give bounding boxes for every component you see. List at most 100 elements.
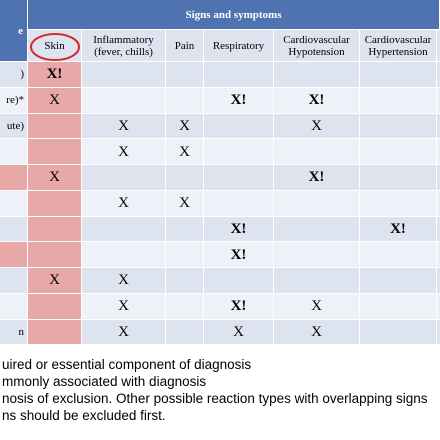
table-cell: X bbox=[28, 165, 82, 191]
table-cell bbox=[28, 216, 82, 243]
table-cell bbox=[82, 165, 166, 191]
table-cell bbox=[437, 268, 440, 294]
table-cell bbox=[360, 319, 437, 346]
footnote: nosis of exclusion. Other possible react… bbox=[2, 391, 428, 406]
row-label: ute) bbox=[0, 113, 28, 140]
table-cell: X! bbox=[274, 87, 360, 114]
table-cell: X bbox=[82, 113, 166, 140]
row-label bbox=[0, 139, 28, 165]
table-cell: X! bbox=[204, 242, 274, 268]
row-label bbox=[0, 268, 28, 294]
table-cell: X bbox=[28, 87, 82, 114]
table-cell bbox=[360, 293, 437, 320]
table-cell bbox=[28, 113, 82, 140]
table-cell bbox=[360, 87, 437, 114]
row-label: ) bbox=[0, 62, 28, 88]
row-label bbox=[0, 165, 28, 191]
table-cell: X! bbox=[274, 165, 360, 191]
row-label: n bbox=[0, 319, 28, 346]
table-cell bbox=[204, 190, 274, 217]
table-cell bbox=[360, 268, 437, 294]
table-cell bbox=[437, 319, 440, 346]
table-cell bbox=[204, 165, 274, 191]
table-cell bbox=[437, 216, 440, 243]
table-cell: X bbox=[82, 293, 166, 320]
table-cell: X bbox=[274, 319, 360, 346]
table-cell bbox=[204, 139, 274, 165]
column-header: Inflammatory (fever, chills) bbox=[82, 30, 166, 62]
table-cell bbox=[204, 62, 274, 88]
table-cell bbox=[204, 268, 274, 294]
table-cell bbox=[166, 242, 204, 268]
group-header: Signs and symptoms bbox=[28, 0, 440, 30]
table-cell: X bbox=[82, 319, 166, 346]
corner-header: e bbox=[0, 0, 28, 62]
table-cell: X bbox=[82, 139, 166, 165]
column-header bbox=[437, 30, 440, 62]
table-cell bbox=[166, 62, 204, 88]
table-cell: X bbox=[204, 319, 274, 346]
footnote: mmonly associated with diagnosis bbox=[2, 374, 207, 389]
table-cell: X bbox=[82, 190, 166, 217]
table-cell bbox=[437, 113, 440, 140]
table-cell bbox=[28, 319, 82, 346]
column-header: Pain bbox=[166, 30, 204, 62]
table-cell bbox=[274, 216, 360, 243]
table-cell: X! bbox=[204, 87, 274, 114]
table-cell bbox=[166, 165, 204, 191]
table-cell bbox=[28, 242, 82, 268]
table-cell bbox=[166, 216, 204, 243]
table-cell: X bbox=[166, 190, 204, 217]
column-header: Cardiovascular Hypertension bbox=[360, 30, 437, 62]
table-cell bbox=[437, 190, 440, 217]
table-cell bbox=[82, 216, 166, 243]
table-cell: X! bbox=[204, 216, 274, 243]
table-cell: X! bbox=[360, 216, 437, 243]
row-label bbox=[0, 242, 28, 268]
column-header: Cardiovascular Hypotension bbox=[274, 30, 360, 62]
table-cell bbox=[274, 139, 360, 165]
table-cell bbox=[437, 293, 440, 320]
table-cell: X bbox=[274, 113, 360, 140]
table-cell bbox=[274, 62, 360, 88]
table-cell bbox=[437, 62, 440, 88]
table-cell bbox=[166, 87, 204, 114]
table-cell: X bbox=[166, 139, 204, 165]
row-label bbox=[0, 216, 28, 243]
table-cell bbox=[360, 190, 437, 217]
table-cell bbox=[82, 62, 166, 88]
table-cell bbox=[437, 139, 440, 165]
column-header: Respiratory bbox=[204, 30, 274, 62]
table-cell bbox=[204, 113, 274, 140]
table-cell bbox=[274, 268, 360, 294]
table-cell bbox=[28, 190, 82, 217]
table-cell: X bbox=[82, 268, 166, 294]
footnote: uired or essential component of diagnosi… bbox=[2, 357, 252, 372]
table-cell: X bbox=[274, 293, 360, 320]
table-cell bbox=[28, 293, 82, 320]
table-cell bbox=[274, 242, 360, 268]
table-cell: X! bbox=[204, 293, 274, 320]
footnote: ns should be excluded first. bbox=[2, 408, 166, 423]
row-label bbox=[0, 190, 28, 217]
table-cell bbox=[28, 139, 82, 165]
table-cell bbox=[437, 87, 440, 114]
table-cell bbox=[82, 87, 166, 114]
table-cell bbox=[166, 268, 204, 294]
table-cell bbox=[274, 190, 360, 217]
table-cell bbox=[360, 113, 437, 140]
table-cell: X! bbox=[28, 62, 82, 88]
table-cell bbox=[437, 165, 440, 191]
row-label bbox=[0, 293, 28, 320]
table-cell bbox=[166, 293, 204, 320]
table-cell bbox=[360, 62, 437, 88]
table-cell bbox=[166, 319, 204, 346]
row-label: re)* bbox=[0, 87, 28, 114]
table-cell bbox=[360, 242, 437, 268]
table-cell: X bbox=[28, 268, 82, 294]
table-cell bbox=[360, 139, 437, 165]
table-cell bbox=[82, 242, 166, 268]
table-cell: X bbox=[166, 113, 204, 140]
